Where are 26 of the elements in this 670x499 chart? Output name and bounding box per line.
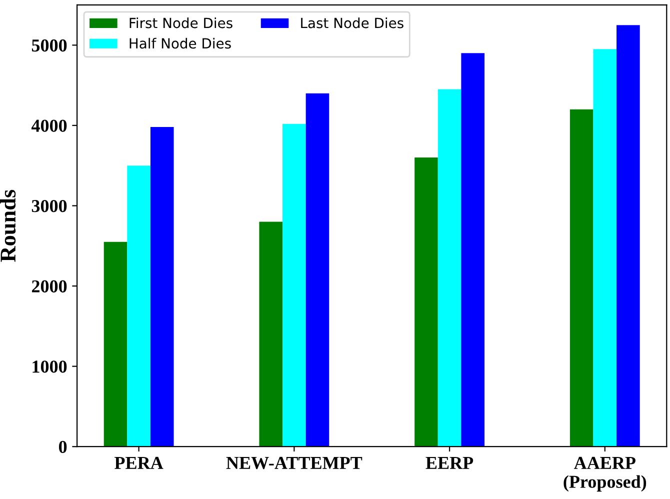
bar [461, 53, 484, 447]
bar [282, 124, 306, 447]
bar [570, 109, 594, 447]
x-tick-label: EERP [426, 457, 474, 469]
bar [259, 222, 283, 447]
x-tick-label: NEW-ATTEMPT [226, 456, 362, 470]
legend-label: First Node Dies [130, 17, 232, 28]
bar [127, 166, 150, 447]
y-tick-label: 0 [58, 440, 67, 454]
y-tick-label: 4000 [31, 120, 67, 132]
x-tick-label: AAERP (Proposed) [564, 456, 646, 492]
x-tick-label: PERA [114, 456, 164, 469]
bar [593, 49, 617, 447]
y-tick-label: 1000 [32, 360, 67, 373]
legend-label: Last Node Dies [301, 17, 404, 28]
bar [438, 89, 462, 447]
legend-label: Half Node Dies [130, 38, 231, 49]
bar [616, 25, 640, 447]
y-tick-label: 3000 [32, 200, 67, 212]
bar [104, 242, 128, 447]
bar [414, 158, 438, 447]
bar [306, 93, 330, 447]
y-tick-label: 5000 [32, 39, 67, 52]
y-axis-title: Rounds [0, 190, 16, 262]
bar [150, 127, 174, 447]
y-tick-label: 2000 [32, 280, 67, 292]
